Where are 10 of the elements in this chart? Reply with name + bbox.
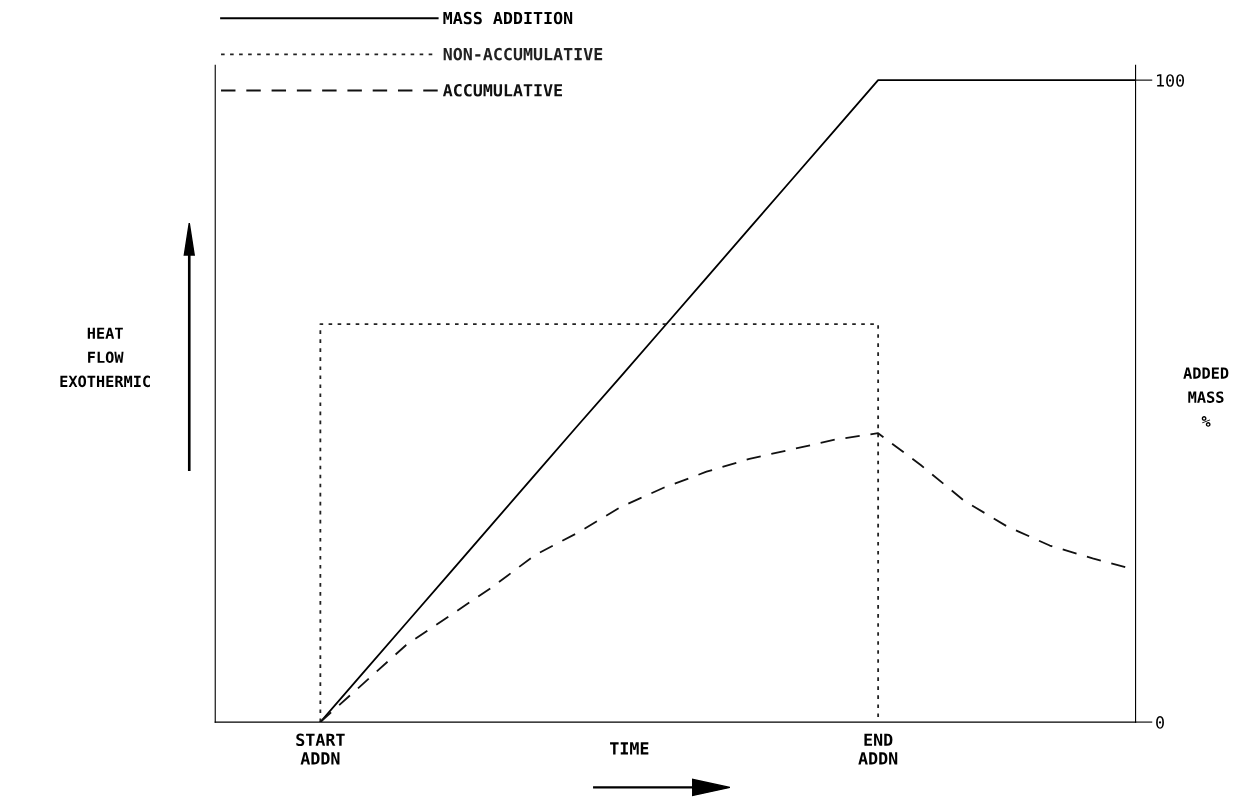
y-tick-label: 0 (1156, 716, 1164, 729)
text: ACCUMULATIVE (442, 83, 563, 97)
x-tick-label: START ADDN (296, 733, 345, 765)
x-axis-title: TIME (610, 742, 649, 755)
y-tick-label: 100 (1157, 74, 1185, 87)
y-axis-title: HEAT FLOW EXOTHERMIC (60, 327, 150, 388)
y2-axis-title: ADDED MASS % (1183, 367, 1229, 427)
text: MASS ADDITION (443, 11, 573, 25)
x-tick-label: END ADDN (858, 733, 898, 765)
text: NON-ACCUMULATIVE (443, 47, 603, 61)
